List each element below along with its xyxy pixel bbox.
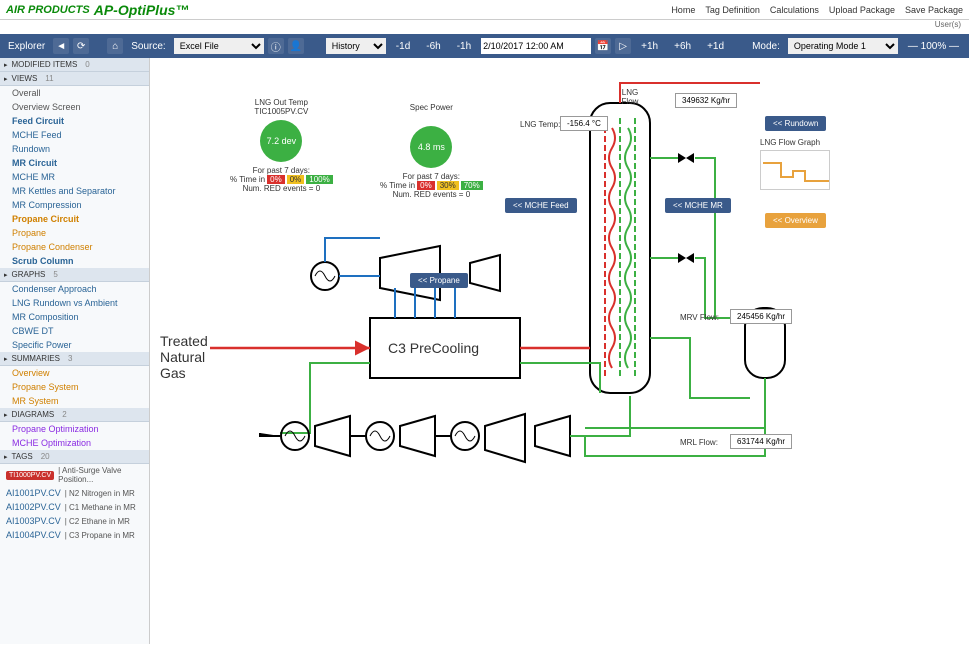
nav-plus-6h[interactable]: +6h [668, 41, 697, 52]
nav-plus-1h[interactable]: +1h [635, 41, 664, 52]
kpi1-circle: 7.2 dev [260, 120, 302, 162]
sidebar-section[interactable]: ▸GRAPHS5 [0, 268, 149, 282]
toolbar: Explorer ◄ ⟳ ⌂ Source: Excel File ⓘ 👤 Hi… [0, 34, 969, 58]
sidebar-item[interactable]: Propane Circuit [0, 212, 149, 226]
zoom-label[interactable]: — 100% — [902, 41, 965, 52]
lng-temp-label: LNG Temp: [520, 120, 560, 129]
tag-row[interactable]: AI1001PV.CV| N2 Nitrogen in MR [0, 486, 149, 500]
mrv-value: 245456 Kg/hr [730, 309, 792, 324]
datetime-input[interactable] [481, 38, 591, 54]
diagram-canvas: LNG Out Temp TIC1005PV.CV 7.2 dev For pa… [150, 58, 969, 644]
sidebar-item[interactable]: Propane Condenser [0, 240, 149, 254]
sidebar-item[interactable]: Propane System [0, 380, 149, 394]
nav-home[interactable]: Home [671, 5, 695, 15]
sidebar-section[interactable]: ▸SUMMARIES3 [0, 352, 149, 366]
btn-propane[interactable]: << Propane [410, 273, 468, 288]
sidebar-section[interactable]: ▸TAGS20 [0, 450, 149, 464]
kpi-lng-out-temp: LNG Out Temp TIC1005PV.CV 7.2 dev For pa… [230, 98, 333, 193]
source-user-icon[interactable]: 👤 [288, 38, 304, 54]
treated-gas-label: Treated Natural Gas [160, 333, 208, 381]
mrl-value: 631744 Kg/hr [730, 434, 792, 449]
kpi1-red: Num. RED events = 0 [230, 184, 333, 193]
sidebar-item[interactable]: Overall [0, 86, 149, 100]
sidebar-item[interactable]: Propane [0, 226, 149, 240]
nav-plus-1d[interactable]: +1d [701, 41, 730, 52]
sidebar-section[interactable]: ▸VIEWS11 [0, 72, 149, 86]
mrl-label: MRL Flow: [680, 438, 718, 447]
sidebar-item[interactable]: MR Compression [0, 198, 149, 212]
sidebar-item[interactable]: Condenser Approach [0, 282, 149, 296]
kpi2-circle: 4.8 ms [410, 126, 452, 168]
history-select[interactable]: History [326, 38, 386, 54]
nav-tag-def[interactable]: Tag Definition [705, 5, 760, 15]
sidebar: ▸MODIFIED ITEMS0▸VIEWS11OverallOverview … [0, 58, 150, 644]
tag-row[interactable]: TI1000PV.CV| Anti-Surge Valve Position..… [0, 464, 149, 486]
nav-minus-6h[interactable]: -6h [420, 41, 446, 52]
nav-calc[interactable]: Calculations [770, 5, 819, 15]
sidebar-item[interactable]: MR Kettles and Separator [0, 184, 149, 198]
sidebar-item[interactable]: CBWE DT [0, 324, 149, 338]
back-icon[interactable]: ◄ [53, 38, 69, 54]
nav-save[interactable]: Save Package [905, 5, 963, 15]
app-title: AP-OptiPlus™ [94, 2, 190, 18]
lng-flow-label: LNG Flow [610, 88, 650, 106]
tag-row[interactable]: AI1002PV.CV| C1 Methane in MR [0, 500, 149, 514]
sidebar-item[interactable]: MR System [0, 394, 149, 408]
precool-label: C3 PreCooling [388, 340, 479, 356]
home-icon[interactable]: ⌂ [107, 38, 123, 54]
source-info-icon[interactable]: ⓘ [268, 38, 284, 54]
kpi1-past: For past 7 days: [230, 166, 333, 175]
sidebar-item[interactable]: Overview Screen [0, 100, 149, 114]
kpi1-tag: TIC1005PV.CV [230, 107, 333, 116]
sidebar-item[interactable]: Feed Circuit [0, 114, 149, 128]
lng-flow-value: 349632 Kg/hr [675, 93, 737, 108]
lng-temp-value: -156.4 °C [560, 116, 608, 131]
btn-overview[interactable]: << Overview [765, 213, 826, 228]
nav-minus-1h[interactable]: -1h [451, 41, 477, 52]
lng-flow-sparkline [760, 150, 830, 190]
sidebar-item[interactable]: MCHE Optimization [0, 436, 149, 450]
kpi-spec-power: Spec Power 4.8 ms For past 7 days: % Tim… [380, 103, 483, 199]
sidebar-item[interactable]: LNG Rundown vs Ambient [0, 296, 149, 310]
sidebar-item[interactable]: Rundown [0, 142, 149, 156]
btn-rundown[interactable]: << Rundown [765, 116, 826, 131]
lng-graph-label: LNG Flow Graph [760, 138, 820, 147]
sidebar-item[interactable]: Overview [0, 366, 149, 380]
tag-row[interactable]: AI1003PV.CV| C2 Ethane in MR [0, 514, 149, 528]
top-nav: Home Tag Definition Calculations Upload … [671, 5, 963, 15]
kpi2-title: Spec Power [380, 103, 483, 112]
nav-minus-1d[interactable]: -1d [390, 41, 416, 52]
btn-mche-mr[interactable]: << MCHE MR [665, 198, 731, 213]
sidebar-section[interactable]: ▸MODIFIED ITEMS0 [0, 58, 149, 72]
tag-row[interactable]: AI1004PV.CV| C3 Propane in MR [0, 528, 149, 542]
user-indicator: User(s) [0, 20, 969, 34]
source-label: Source: [127, 41, 169, 52]
sidebar-section[interactable]: ▸DIAGRAMS2 [0, 408, 149, 422]
calendar-icon[interactable]: 📅 [595, 38, 611, 54]
sidebar-item[interactable]: Propane Optimization [0, 422, 149, 436]
sidebar-item[interactable]: MCHE Feed [0, 128, 149, 142]
brand-logo: AIR PRODUCTS [6, 4, 90, 16]
refresh-icon[interactable]: ⟳ [73, 38, 89, 54]
sidebar-item[interactable]: MR Composition [0, 310, 149, 324]
sidebar-item[interactable]: Scrub Column [0, 254, 149, 268]
play-icon[interactable]: ▷ [615, 38, 631, 54]
mode-select[interactable]: Operating Mode 1 [788, 38, 898, 54]
sidebar-item[interactable]: MR Circuit [0, 156, 149, 170]
explorer-label: Explorer [4, 41, 49, 52]
btn-mche-feed[interactable]: << MCHE Feed [505, 198, 577, 213]
source-select[interactable]: Excel File [174, 38, 264, 54]
sidebar-item[interactable]: Specific Power [0, 338, 149, 352]
kpi1-title: LNG Out Temp [230, 98, 333, 107]
mrv-label: MRV Flow: [680, 313, 719, 322]
app-header: AIR PRODUCTS AP-OptiPlus™ Home Tag Defin… [0, 0, 969, 20]
sidebar-item[interactable]: MCHE MR [0, 170, 149, 184]
nav-upload[interactable]: Upload Package [829, 5, 895, 15]
mode-label: Mode: [748, 41, 784, 52]
